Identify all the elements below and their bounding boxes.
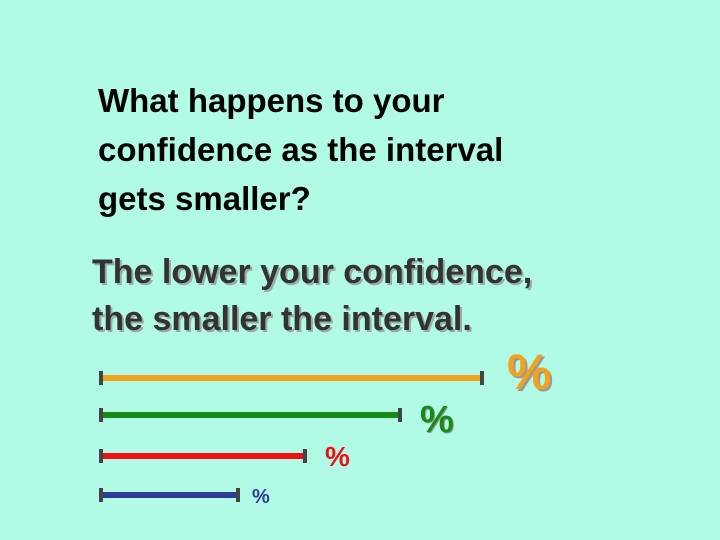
percent-label: % — [252, 486, 270, 508]
interval-red: % — [99, 441, 350, 472]
answer-shadow: The lower your confidence, — [94, 255, 534, 293]
percent-label: % — [420, 399, 454, 441]
percent-label: % — [325, 441, 350, 472]
answer-shadow: the smaller the interval. — [94, 302, 474, 340]
percent-label: % — [507, 344, 551, 400]
percent-shadow: % — [421, 400, 455, 442]
interval-blue: % — [99, 486, 270, 508]
answer-line: The lower your confidence, — [92, 253, 532, 291]
question-line: What happens to your — [98, 82, 445, 119]
answer-line: the smaller the interval. — [92, 300, 472, 338]
interval-green: % % — [99, 399, 455, 442]
interval-orange: % % — [99, 344, 553, 402]
question-line: gets smaller? — [98, 180, 311, 217]
percent-shadow: % — [509, 346, 553, 402]
question-line: confidence as the interval — [98, 131, 503, 168]
